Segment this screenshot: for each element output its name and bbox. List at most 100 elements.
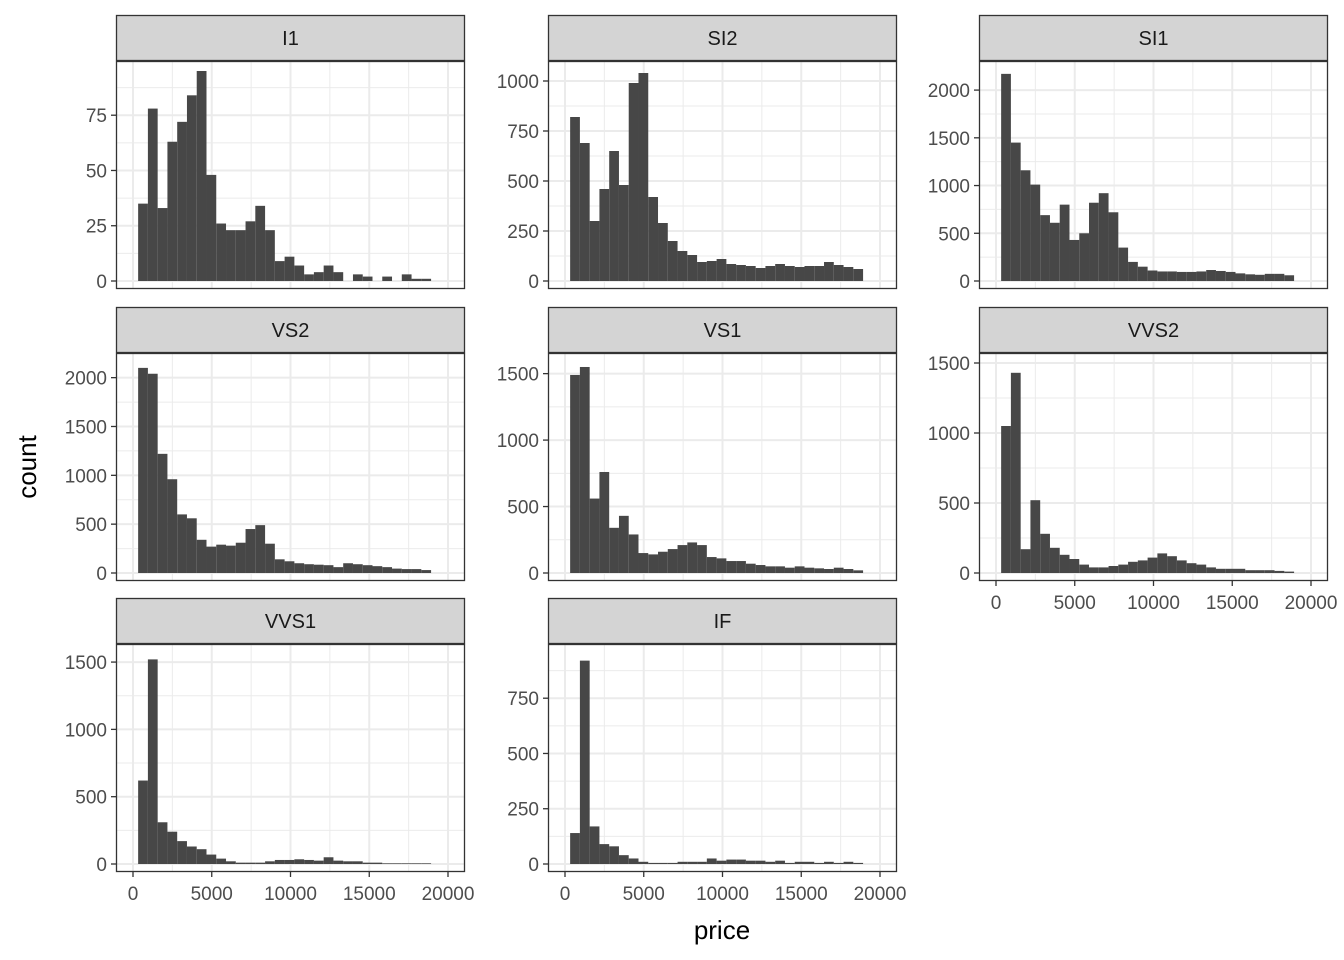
histogram-bar xyxy=(1284,275,1295,281)
histogram-bar xyxy=(775,566,785,573)
histogram-bar xyxy=(294,265,305,281)
histogram-bar xyxy=(755,268,766,281)
histogram-bar xyxy=(274,261,285,281)
histogram-bar xyxy=(1176,271,1187,281)
histogram-bar xyxy=(579,366,590,573)
histogram-bar xyxy=(745,860,756,864)
facet-strip-label: VS1 xyxy=(704,320,742,342)
histogram-bar xyxy=(401,569,412,573)
histogram-bar xyxy=(186,518,197,573)
panel-border xyxy=(115,643,466,873)
y-tick-label: 1000 xyxy=(928,177,970,198)
histogram-bar xyxy=(687,255,698,281)
facet-strip-label: VVS2 xyxy=(1128,320,1179,342)
histogram-bar xyxy=(1225,568,1236,573)
histogram-bar xyxy=(726,859,737,864)
histogram-bar xyxy=(628,83,639,281)
y-tick-label: 50 xyxy=(86,161,107,182)
histogram-bar xyxy=(765,861,776,864)
histogram-bar xyxy=(824,262,834,281)
histogram-bar xyxy=(1108,212,1119,281)
histogram-bar xyxy=(313,860,324,864)
histogram-bar xyxy=(1157,271,1168,281)
histogram-bar xyxy=(206,546,217,573)
histogram-bar xyxy=(1020,549,1031,573)
histogram-bar xyxy=(323,265,334,281)
histogram-bar xyxy=(628,858,639,864)
histogram-bar xyxy=(304,564,314,573)
histogram-bar xyxy=(167,141,178,281)
histogram-bar xyxy=(736,265,746,281)
histogram-bars xyxy=(570,366,864,573)
histogram-bar xyxy=(1215,270,1226,281)
histogram-bar xyxy=(265,230,275,281)
y-tick-label: 0 xyxy=(959,564,970,585)
y-tick-label: 750 xyxy=(507,689,539,710)
histogram-bar xyxy=(1215,568,1226,573)
x-tick-label: 0 xyxy=(128,884,139,905)
y-tick-label: 500 xyxy=(507,498,539,519)
histogram-bar xyxy=(1118,247,1129,281)
histogram-bar xyxy=(284,561,295,573)
histogram-bars xyxy=(138,659,432,864)
histogram-bar xyxy=(638,553,649,573)
histogram-bar xyxy=(784,266,795,281)
histogram-bar xyxy=(1176,560,1187,573)
y-tick-label: 2000 xyxy=(928,81,970,102)
histogram-bar xyxy=(824,861,834,864)
y-tick-label: 500 xyxy=(75,515,107,536)
histogram-bar xyxy=(570,833,580,864)
histogram-bar xyxy=(618,515,629,573)
histogram-bar xyxy=(697,262,707,281)
histogram-bar xyxy=(658,551,668,573)
histogram-bar xyxy=(589,221,600,281)
x-tick-label: 5000 xyxy=(623,884,665,905)
histogram-bar xyxy=(411,278,422,281)
histogram-bar xyxy=(226,230,236,281)
y-tick-label: 1500 xyxy=(928,129,970,150)
histogram-bar xyxy=(853,862,864,864)
histogram-bar xyxy=(843,861,854,864)
histogram-bar xyxy=(1069,559,1080,573)
histogram-bar xyxy=(274,859,285,864)
histogram-bar xyxy=(255,205,266,281)
histogram-bar xyxy=(1255,570,1265,573)
facet-strip-label: IF xyxy=(714,611,732,633)
histogram-bar xyxy=(853,570,864,573)
histogram-bar xyxy=(304,859,314,864)
histogram-bar xyxy=(648,862,659,864)
y-tick-label: 500 xyxy=(507,172,539,193)
histogram-bar xyxy=(1206,270,1216,281)
histogram-bar xyxy=(1157,553,1168,573)
histogram-bar xyxy=(638,861,649,864)
y-tick-label: 750 xyxy=(507,122,539,143)
histogram-bar xyxy=(177,514,187,573)
histogram-bar xyxy=(667,241,678,281)
histogram-bar xyxy=(794,566,805,573)
histogram-bar xyxy=(372,566,383,573)
panel-border xyxy=(115,60,466,290)
histogram-bar xyxy=(745,563,756,573)
histogram-bar xyxy=(401,863,412,864)
facet-strip-label: SI2 xyxy=(707,28,737,50)
histogram-bar xyxy=(1225,271,1236,281)
histogram-bar xyxy=(755,860,766,864)
histogram-bar xyxy=(392,568,402,573)
histogram-bar xyxy=(138,367,148,573)
facet-strip xyxy=(547,306,898,354)
histogram-bar xyxy=(352,861,363,864)
facet-strip xyxy=(547,597,898,645)
histogram-bars xyxy=(138,71,432,281)
histogram-bar xyxy=(824,569,834,573)
histogram-bar xyxy=(333,272,344,281)
histogram-bar xyxy=(265,861,275,864)
x-tick-label: 10000 xyxy=(696,884,749,905)
histogram-bar xyxy=(599,471,610,573)
histogram-bar xyxy=(1167,271,1177,281)
histogram-bar xyxy=(1274,273,1285,281)
histogram-bar xyxy=(235,230,246,281)
x-tick-label: 10000 xyxy=(264,884,317,905)
facet-panels: I1 0 25 50 75 SI2 0 250 500 750 1000 SI1 0 500 1000 150… xyxy=(65,14,1337,905)
histogram-bar xyxy=(716,860,727,864)
